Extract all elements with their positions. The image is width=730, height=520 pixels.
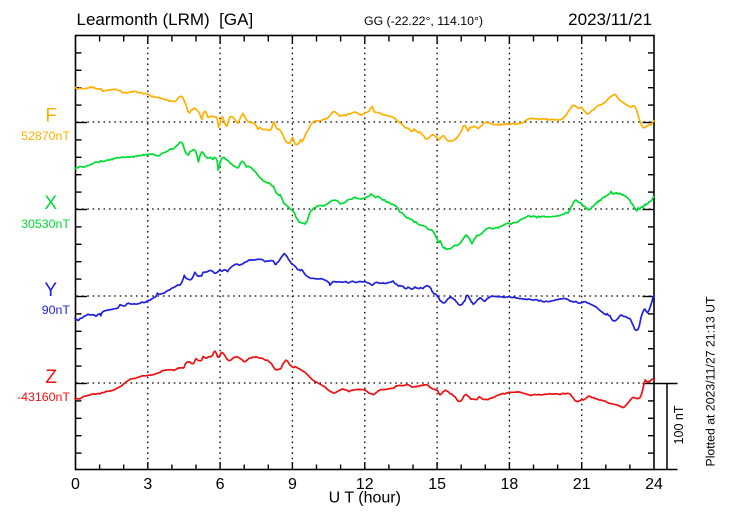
- svg-text:18: 18: [501, 476, 519, 493]
- svg-text:0: 0: [71, 476, 80, 493]
- svg-text:GG (-22.22°, 114.10°): GG (-22.22°, 114.10°): [364, 14, 483, 28]
- svg-text:90nT: 90nT: [42, 303, 71, 317]
- svg-text:6: 6: [216, 476, 225, 493]
- svg-text:Learmonth (LRM) [GA]: Learmonth (LRM) [GA]: [77, 10, 254, 29]
- svg-text:52870nT: 52870nT: [21, 129, 70, 143]
- svg-text:X: X: [44, 193, 57, 214]
- svg-text:21: 21: [573, 476, 591, 493]
- svg-text:9: 9: [288, 476, 297, 493]
- svg-text:12: 12: [356, 476, 374, 493]
- svg-text:100 nT: 100 nT: [672, 405, 686, 444]
- svg-text:Plotted at 2023/11/27 21:13 UT: Plotted at 2023/11/27 21:13 UT: [703, 296, 717, 466]
- svg-text:15: 15: [428, 476, 446, 493]
- svg-text:30530nT: 30530nT: [21, 217, 70, 231]
- svg-text:U T (hour): U T (hour): [329, 489, 401, 506]
- svg-text:F: F: [45, 105, 57, 126]
- svg-text:Y: Y: [44, 280, 57, 301]
- svg-text:2023/11/21: 2023/11/21: [568, 10, 652, 29]
- svg-text:3: 3: [143, 476, 152, 493]
- svg-text:-43160nT: -43160nT: [17, 390, 70, 404]
- svg-text:Z: Z: [45, 367, 57, 388]
- svg-text:24: 24: [645, 476, 663, 493]
